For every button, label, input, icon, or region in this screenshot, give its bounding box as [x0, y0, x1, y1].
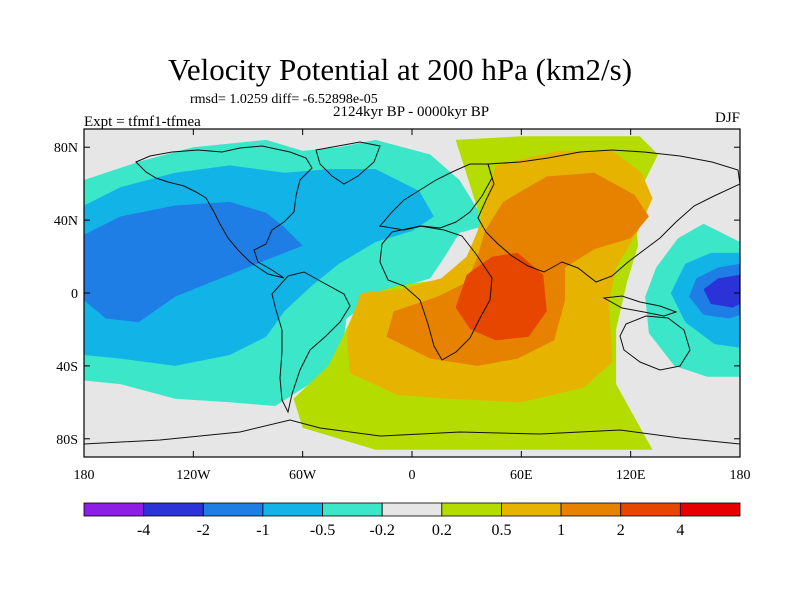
colorbar-swatch: [560, 502, 622, 517]
colorbar-swatch: [83, 502, 145, 517]
y-tick-label: 40N: [54, 214, 78, 229]
axes-layer: 180 120W 60W 0 60E 120E 180 80N 40N 0 40S 80S: [54, 129, 751, 483]
x-tick-label: 60E: [510, 468, 533, 483]
chart-title: Velocity Potential at 200 hPa (km2/s): [167, 52, 633, 87]
coastline-asia: [477, 149, 740, 283]
coastline-south-america: [271, 271, 351, 414]
y-tick-label: 40S: [56, 360, 78, 375]
colorbar-level-label: 2: [617, 522, 625, 539]
x-tick-label: 120E: [616, 468, 646, 483]
colorbar-swatch: [620, 502, 681, 517]
colorbar: -4 -2 -1 -0.5 -0.2 0.2 0.5 1 2 4: [83, 502, 741, 539]
colorbar-level-label: 0.5: [491, 522, 511, 539]
chart-stats: rmsd= 1.0259 diff= -6.52898e-05: [190, 92, 378, 107]
colorbar-swatch: [679, 502, 741, 517]
colorbar-swatch: [262, 502, 323, 517]
colorbar-level-label: -1: [256, 522, 269, 539]
colorbar-swatch: [202, 502, 264, 517]
coastline-north-america: [135, 145, 313, 279]
colorbar-swatch: [143, 502, 204, 517]
contour-region-western-hemisphere-core: [84, 201, 303, 323]
colorbar-level-label: 4: [676, 522, 684, 539]
colorbar-swatch: [322, 502, 383, 517]
colorbar-level-label: -4: [137, 522, 150, 539]
colorbar-level-label: -0.5: [310, 522, 335, 539]
x-tick-label: 120W: [176, 468, 211, 483]
colorbar-level-label: 1: [557, 522, 565, 539]
experiment-label: Expt = tfmf1-tfmea: [84, 114, 201, 130]
x-tick-label: 0: [409, 468, 416, 483]
colorbar-level-label: 0.2: [432, 522, 452, 539]
contour-region-pacific-east-deep: [703, 274, 740, 308]
coastline-greenland: [315, 141, 381, 185]
coastline-antarctica: [84, 419, 740, 445]
colorbar-swatch: [381, 502, 443, 517]
chart-subtitle: 2124kyr BP - 0000kyr BP: [332, 104, 490, 120]
colorbar-swatch: [441, 502, 502, 517]
coastline-australia: [619, 315, 691, 371]
colorbar-level-label: -0.2: [370, 522, 395, 539]
y-tick-label: 80N: [54, 141, 78, 156]
contour-fill-layer: [84, 136, 740, 450]
coastline-africa: [379, 225, 493, 361]
coastline-layer: [84, 141, 740, 445]
y-tick-label: 80S: [56, 433, 78, 448]
coastline-maritime-continent: [602, 295, 678, 317]
contour-region-eastern-hemisphere-core: [455, 252, 547, 341]
colorbar-level-label: -2: [197, 522, 210, 539]
y-tick-label: 0: [71, 287, 78, 302]
x-tick-label: 180: [730, 468, 751, 483]
x-tick-label: 180: [74, 468, 95, 483]
season-label: DJF: [714, 110, 740, 126]
x-tick-label: 60W: [289, 468, 317, 483]
colorbar-swatch: [501, 502, 562, 517]
